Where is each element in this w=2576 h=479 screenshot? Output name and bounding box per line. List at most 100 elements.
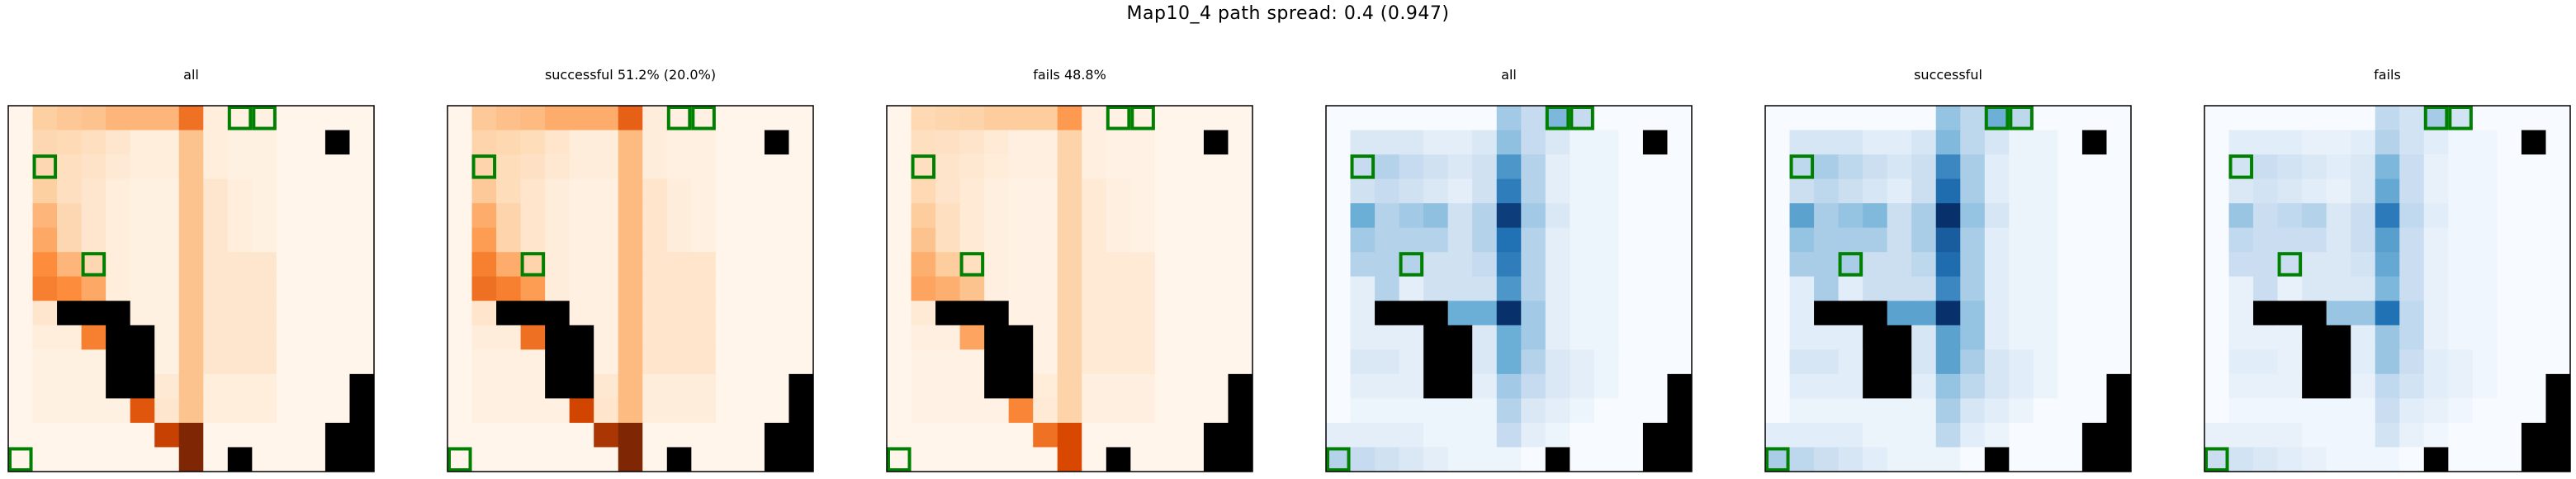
heat-cell xyxy=(276,154,301,180)
heat-cell xyxy=(106,422,131,448)
heat-cell xyxy=(1179,447,1205,472)
heat-cell xyxy=(911,422,936,448)
heat-cell xyxy=(2302,130,2327,155)
heat-cell xyxy=(788,276,814,301)
panel-title: all xyxy=(1501,67,1517,83)
heat-cell xyxy=(1521,154,1546,180)
heat-cell xyxy=(2423,106,2449,131)
heat-cell xyxy=(1935,203,1961,229)
heat-cell xyxy=(618,130,643,155)
obstacle-cell xyxy=(569,325,594,350)
heat-cell xyxy=(618,398,643,424)
heat-cell xyxy=(81,373,107,399)
heat-cell xyxy=(252,422,277,448)
heat-cell xyxy=(642,227,668,253)
heat-cell xyxy=(1814,422,1840,448)
heat-cell xyxy=(1057,252,1082,277)
heat-cell xyxy=(496,130,522,155)
heat-cell xyxy=(2228,301,2254,326)
figure-title: Map10_4 path spread: 0.4 (0.947) xyxy=(1126,3,1450,24)
heat-cell xyxy=(1008,178,1034,204)
heat-cell xyxy=(2204,130,2230,155)
heat-cell xyxy=(1838,106,1863,131)
heat-cell xyxy=(1130,447,1156,472)
obstacle-cell xyxy=(545,349,571,375)
obstacle-cell xyxy=(788,373,814,399)
heat-cell xyxy=(1496,154,1522,180)
heat-cell xyxy=(2106,325,2132,350)
heat-cell xyxy=(1057,373,1082,399)
heat-cell xyxy=(545,422,571,448)
heat-cell xyxy=(2399,301,2425,326)
heat-cell xyxy=(2545,130,2571,155)
goal-marker xyxy=(1399,252,1424,277)
heatmap-panel xyxy=(886,105,1253,472)
heat-cell xyxy=(764,154,789,180)
heat-cell xyxy=(2033,252,2058,277)
heat-cell xyxy=(1521,373,1546,399)
heat-cell xyxy=(1472,130,1498,155)
heat-cell xyxy=(788,154,814,180)
heat-cell xyxy=(2057,398,2083,424)
heat-cell xyxy=(1984,154,2010,180)
heat-cell xyxy=(1887,130,1912,155)
heat-cell xyxy=(2228,447,2254,472)
heat-cell xyxy=(1667,203,1693,229)
heat-cell xyxy=(1033,106,1058,131)
heat-cell xyxy=(1154,325,1180,350)
heat-cell xyxy=(2106,252,2132,277)
heat-cell xyxy=(2057,325,2083,350)
heat-cell xyxy=(911,276,936,301)
heat-cell xyxy=(764,349,789,375)
heat-cell xyxy=(545,227,571,253)
heat-cell xyxy=(1496,227,1522,253)
heat-cell xyxy=(1008,447,1034,472)
heat-cell xyxy=(178,106,204,131)
heat-cell xyxy=(2204,227,2230,253)
heat-cell xyxy=(496,373,522,399)
heat-cell xyxy=(57,325,83,350)
heat-cell xyxy=(1570,373,1595,399)
heat-cell xyxy=(57,106,83,131)
heat-cell xyxy=(227,203,253,229)
heat-cell xyxy=(1667,106,1693,131)
goal-marker xyxy=(691,106,716,130)
heat-cell xyxy=(227,373,253,399)
goal-marker xyxy=(32,154,58,179)
heat-cell xyxy=(1838,373,1863,399)
obstacle-cell xyxy=(1667,373,1693,399)
heat-cell xyxy=(1570,422,1595,448)
obstacle-cell xyxy=(545,301,571,326)
heat-cell xyxy=(1203,154,1229,180)
heat-cell xyxy=(1521,130,1546,155)
heat-cell xyxy=(1765,252,1791,277)
heat-cell xyxy=(447,301,473,326)
heat-cell xyxy=(130,398,155,424)
heat-cell xyxy=(984,154,1010,180)
heat-cell xyxy=(1179,398,1205,424)
heat-cell xyxy=(1911,447,1937,472)
heat-cell xyxy=(178,373,204,399)
heat-cell xyxy=(545,447,571,472)
heat-cell xyxy=(2302,203,2327,229)
heat-cell xyxy=(1447,422,1473,448)
heat-cell xyxy=(959,130,985,155)
heat-cell xyxy=(764,373,789,399)
goal-marker xyxy=(1765,447,1790,472)
heat-cell xyxy=(252,398,277,424)
goal-marker xyxy=(1984,106,2010,130)
heat-cell xyxy=(2204,373,2230,399)
heat-cell xyxy=(1642,325,1668,350)
heat-cell xyxy=(935,325,961,350)
heat-cell xyxy=(203,130,229,155)
heat-cell xyxy=(2204,154,2230,180)
heat-cell xyxy=(276,447,301,472)
heat-cell xyxy=(1984,130,2010,155)
heat-cell xyxy=(959,349,985,375)
heat-cell xyxy=(1887,398,1912,424)
heat-cell xyxy=(349,349,375,375)
heat-cell xyxy=(1838,325,1863,350)
heat-cell xyxy=(1154,154,1180,180)
heat-cell xyxy=(2033,349,2058,375)
obstacle-cell xyxy=(57,301,83,326)
